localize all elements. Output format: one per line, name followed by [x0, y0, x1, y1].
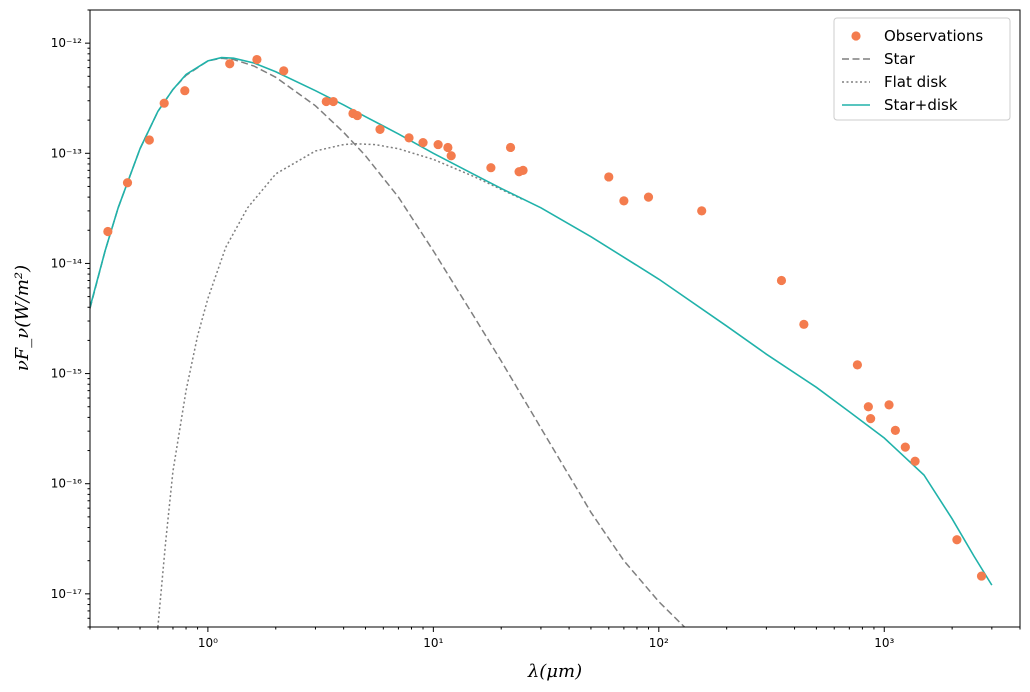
legend-label-observations: Observations	[884, 27, 983, 45]
observation-point	[976, 571, 987, 581]
observation-point	[643, 192, 654, 202]
legend-label-star-disk: Star+disk	[884, 96, 958, 114]
observation-point	[852, 360, 862, 370]
legend-marker-observations	[851, 31, 861, 41]
observation-point	[252, 54, 262, 65]
y-tick-label: 10⁻¹²	[51, 36, 82, 50]
observation-point	[433, 139, 443, 150]
observation-point	[159, 98, 169, 108]
observation-point	[863, 402, 873, 412]
legend: Observations Star Flat disk Star+disk	[833, 17, 1011, 121]
x-tick-label: 10²	[649, 636, 669, 650]
y-tick-label: 10⁻¹⁴	[51, 256, 82, 270]
y-tick-label: 10⁻¹⁷	[51, 587, 82, 601]
observation-point	[697, 206, 707, 216]
observation-point	[328, 96, 338, 107]
observation-point	[144, 135, 154, 145]
observation-point	[866, 414, 876, 424]
series-line-star-disk	[90, 56, 993, 586]
y-axis-label: νF_ν(W/m²)	[12, 265, 33, 371]
observation-point	[103, 226, 113, 237]
observation-point	[122, 178, 133, 188]
y-tick-label: 10⁻¹⁶	[51, 477, 82, 491]
series-line-flat-disk	[157, 143, 524, 627]
observation-point	[418, 138, 428, 148]
observation-point	[776, 275, 787, 286]
observation-point	[180, 86, 190, 96]
observation-point	[352, 110, 362, 121]
observation-point	[884, 400, 894, 410]
observation-point	[404, 133, 414, 143]
observation-point	[604, 172, 614, 182]
x-axis-label: λ(μm)	[527, 661, 582, 682]
observation-point	[518, 165, 528, 175]
legend-label-star: Star	[884, 50, 916, 68]
x-tick-label: 10⁰	[198, 636, 218, 650]
observation-point	[446, 151, 456, 161]
observation-point	[900, 442, 910, 452]
observation-point	[225, 59, 235, 69]
legend-box	[833, 17, 1011, 121]
series-layer	[90, 54, 993, 627]
observation-point	[486, 163, 496, 173]
observation-point	[890, 425, 900, 435]
observation-point	[952, 535, 962, 545]
observation-point	[443, 142, 453, 153]
observation-point	[619, 196, 629, 206]
observation-point	[321, 96, 331, 107]
observation-point	[910, 456, 920, 466]
plot-frame	[89, 9, 1021, 628]
x-tick-label: 10³	[874, 636, 894, 650]
observation-point	[505, 142, 516, 153]
x-tick-label: 10¹	[423, 636, 443, 650]
observation-point	[799, 319, 809, 329]
x-axis-ticks: 10⁰ 10¹ 10² 10³	[89, 627, 1021, 650]
y-tick-label: 10⁻¹⁵	[51, 367, 82, 381]
observation-point	[375, 124, 385, 134]
observation-point	[279, 66, 289, 76]
y-axis-ticks: 10⁻¹⁷ 10⁻¹⁶ 10⁻¹⁵ 10⁻¹⁴ 10⁻¹³ 10⁻¹²	[51, 9, 90, 628]
legend-label-flat-disk: Flat disk	[884, 73, 947, 91]
y-tick-label: 10⁻¹³	[51, 146, 82, 160]
